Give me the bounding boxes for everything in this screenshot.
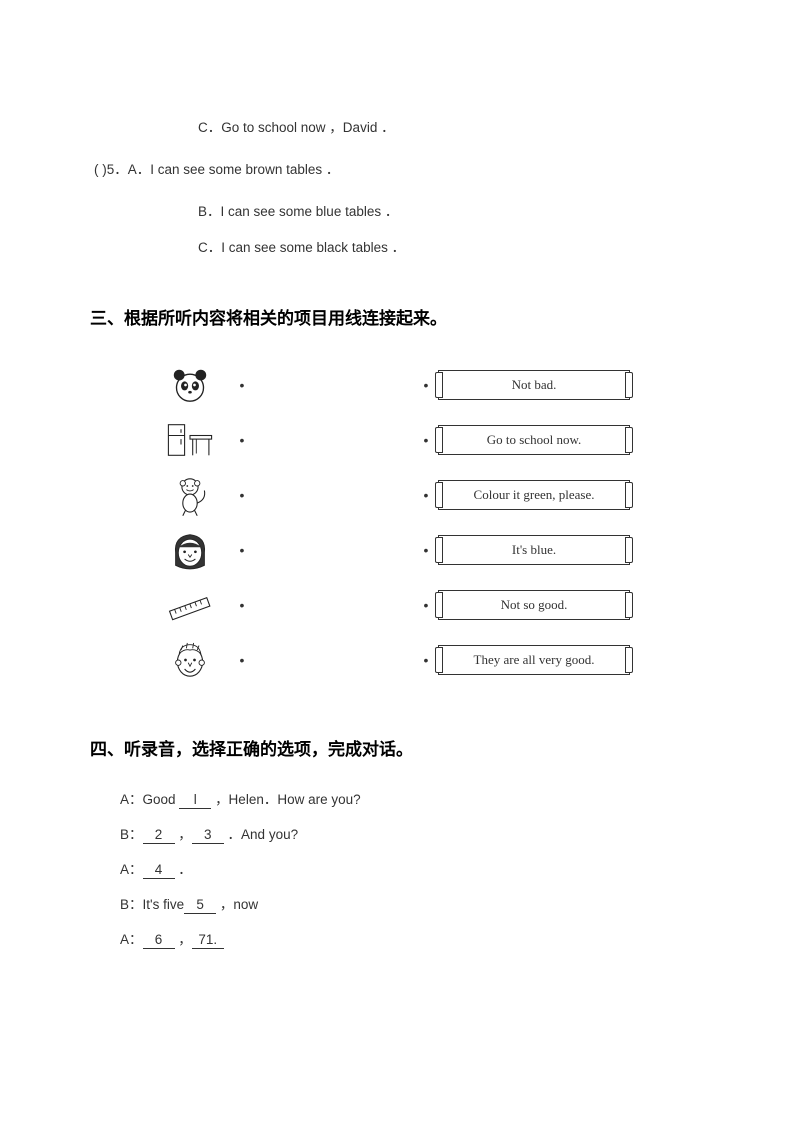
- text: ，: [178, 932, 192, 947]
- dialog-line: B：2 ，3 ．And you?: [120, 823, 703, 844]
- option-c5: C．I can see some black tables ．: [90, 236, 703, 256]
- panda-icon: [150, 360, 230, 410]
- blank-4[interactable]: 4: [143, 862, 175, 879]
- match-row: • • Not so good.: [150, 577, 630, 632]
- ruler-icon: [150, 580, 230, 630]
- blank-2[interactable]: 2: [143, 827, 175, 844]
- dot-left: •: [230, 652, 254, 668]
- dialog-line: B：It's five5 ，now: [120, 893, 703, 914]
- dialog-line: A：Good l ，Helen．How are you?: [120, 788, 703, 809]
- text: ，Helen．How are you?: [215, 792, 361, 807]
- monkey-icon: [150, 470, 230, 520]
- dot-left: •: [230, 487, 254, 503]
- banner-colour-green: Colour it green, please.: [438, 480, 630, 510]
- match-row: • • Colour it green, please.: [150, 467, 630, 522]
- text: ，now: [220, 897, 258, 912]
- fridge-table-icon: [150, 415, 230, 465]
- blank-6[interactable]: 6: [143, 932, 175, 949]
- blank-5[interactable]: 5: [184, 897, 216, 914]
- match-row: • • Not bad.: [150, 357, 630, 412]
- match-row: • • It's blue.: [150, 522, 630, 577]
- match-row: • • They are all very good.: [150, 632, 630, 687]
- worksheet-page: C．Go to school now ，David ． ( )5．A．I can…: [0, 0, 793, 1122]
- dot-left: •: [230, 432, 254, 448]
- boy-face-icon: [150, 635, 230, 685]
- text: A：: [120, 932, 143, 947]
- blank-7[interactable]: 71.: [192, 932, 224, 949]
- banner-all-very-good: They are all very good.: [438, 645, 630, 675]
- text: B：It's five: [120, 897, 184, 912]
- dot-left: •: [230, 597, 254, 613]
- dot-left: •: [230, 542, 254, 558]
- question-5: ( )5．A．I can see some brown tables ．: [90, 158, 703, 178]
- text: A：: [120, 862, 143, 877]
- option-c4: C．Go to school now ，David ．: [90, 116, 703, 136]
- dialog-line: A：6 ，71.: [120, 928, 703, 949]
- text: A：Good: [120, 792, 176, 807]
- match-row: • • Go to school now.: [150, 412, 630, 467]
- blank-3[interactable]: 3: [192, 827, 224, 844]
- text: ．: [178, 862, 192, 877]
- matching-exercise: • • Not bad. • • Go t: [150, 357, 630, 687]
- dialog-exercise: A：Good l ，Helen．How are you? B：2 ，3 ．And…: [120, 788, 703, 949]
- banner-go-to-school: Go to school now.: [438, 425, 630, 455]
- text: B：: [120, 827, 143, 842]
- option-b5: B．I can see some blue tables ．: [90, 200, 703, 220]
- dialog-line: A：4 ．: [120, 858, 703, 879]
- banner-not-bad: Not bad.: [438, 370, 630, 400]
- text: ，: [178, 827, 192, 842]
- section-3-title: 三、根据所听内容将相关的项目用线连接起来。: [90, 304, 703, 329]
- banner-not-so-good: Not so good.: [438, 590, 630, 620]
- blank-1[interactable]: l: [179, 792, 211, 809]
- section-4-title: 四、听录音，选择正确的选项，完成对话。: [90, 735, 703, 760]
- girl-face-icon: [150, 525, 230, 575]
- banner-its-blue: It's blue.: [438, 535, 630, 565]
- dot-left: •: [230, 377, 254, 393]
- text: ．And you?: [228, 827, 299, 842]
